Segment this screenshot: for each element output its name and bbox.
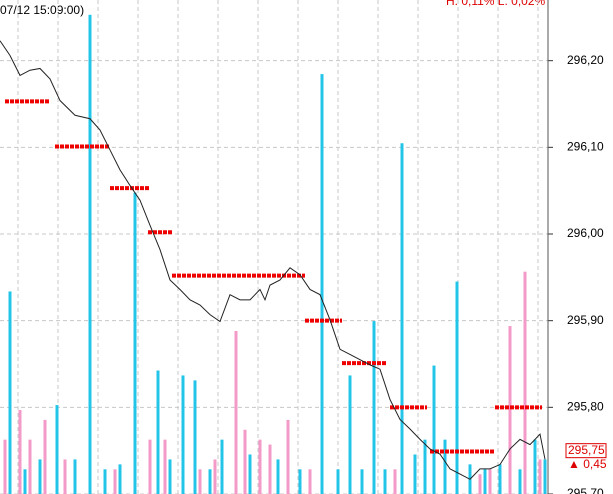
- volume-bar: [538, 459, 542, 494]
- volume-bar: [483, 469, 487, 494]
- chart-subtitle: H: 0,11% L: 0,02%: [446, 0, 546, 8]
- volume-bar: [113, 469, 117, 494]
- volume-bar: [543, 459, 547, 494]
- volume-bar: [168, 459, 172, 494]
- volume-bar: [118, 464, 122, 494]
- volume-bar: [518, 469, 522, 494]
- y-tick-label: 296,20: [567, 53, 604, 67]
- volume-bar: [268, 444, 272, 494]
- volume-bar: [43, 419, 47, 494]
- volume-bar: [8, 291, 12, 494]
- volume-bar: [336, 469, 340, 494]
- volume-bar: [286, 419, 290, 494]
- volume-bar: [103, 469, 107, 494]
- volume-bar: [133, 192, 137, 494]
- last-price-label: 295,75: [568, 443, 605, 457]
- volume-bar: [478, 474, 482, 494]
- volume-bar: [23, 469, 27, 494]
- price-line: [0, 40, 546, 480]
- volume-bar: [393, 469, 397, 494]
- y-tick-label: 295,80: [567, 400, 604, 414]
- volume-bar: [193, 380, 197, 494]
- volume-bar: [488, 469, 492, 494]
- volume-bar: [28, 439, 32, 494]
- volume-bar: [383, 469, 387, 494]
- volume-bar: [320, 74, 324, 494]
- volume-bar: [533, 439, 537, 494]
- volume-bar: [348, 375, 352, 494]
- volume-bar: [443, 439, 447, 494]
- y-tick-label: 296,00: [567, 226, 604, 240]
- volume-bar: [198, 469, 202, 494]
- y-tick-label: 296,10: [567, 140, 604, 154]
- volume-bar: [63, 459, 67, 494]
- volume-bar: [298, 469, 302, 494]
- volume-bar: [258, 439, 262, 494]
- volume-bar: [423, 439, 427, 494]
- volume-bar: [220, 439, 224, 494]
- volume-bar: [213, 459, 217, 494]
- volume-bar: [432, 365, 436, 494]
- volume-bar: [148, 439, 152, 494]
- volume-bar: [88, 14, 92, 494]
- volume-bar: [243, 429, 247, 494]
- y-tick-label: 295,70: [567, 486, 604, 494]
- chart-title: 07/12 15:09:00): [0, 3, 84, 17]
- volume-bar: [248, 454, 252, 494]
- volume-bar: [55, 405, 59, 494]
- volume-bar: [38, 459, 42, 494]
- volume-bar: [523, 271, 527, 494]
- volume-bar: [308, 469, 312, 494]
- volume-bar: [360, 469, 364, 494]
- volume-bar: [18, 410, 22, 494]
- volume-bar: [498, 464, 502, 494]
- volume-bar: [455, 281, 459, 494]
- volume-bar: [372, 321, 376, 494]
- volume-bar: [400, 143, 404, 494]
- volume-bar: [413, 454, 417, 494]
- change-label: ▲ 0,45: [568, 457, 607, 471]
- volume-bar: [181, 375, 185, 494]
- volume-bar: [208, 469, 212, 494]
- last-price-box: [565, 443, 607, 459]
- volume-bar: [163, 439, 167, 494]
- volume-bar: [3, 439, 7, 494]
- y-tick-label: 295,90: [567, 313, 604, 327]
- volume-bar: [276, 459, 280, 494]
- volume-bar: [234, 330, 238, 494]
- volume-bar: [73, 459, 77, 494]
- volume-bar: [156, 370, 160, 494]
- volume-bar: [508, 326, 512, 494]
